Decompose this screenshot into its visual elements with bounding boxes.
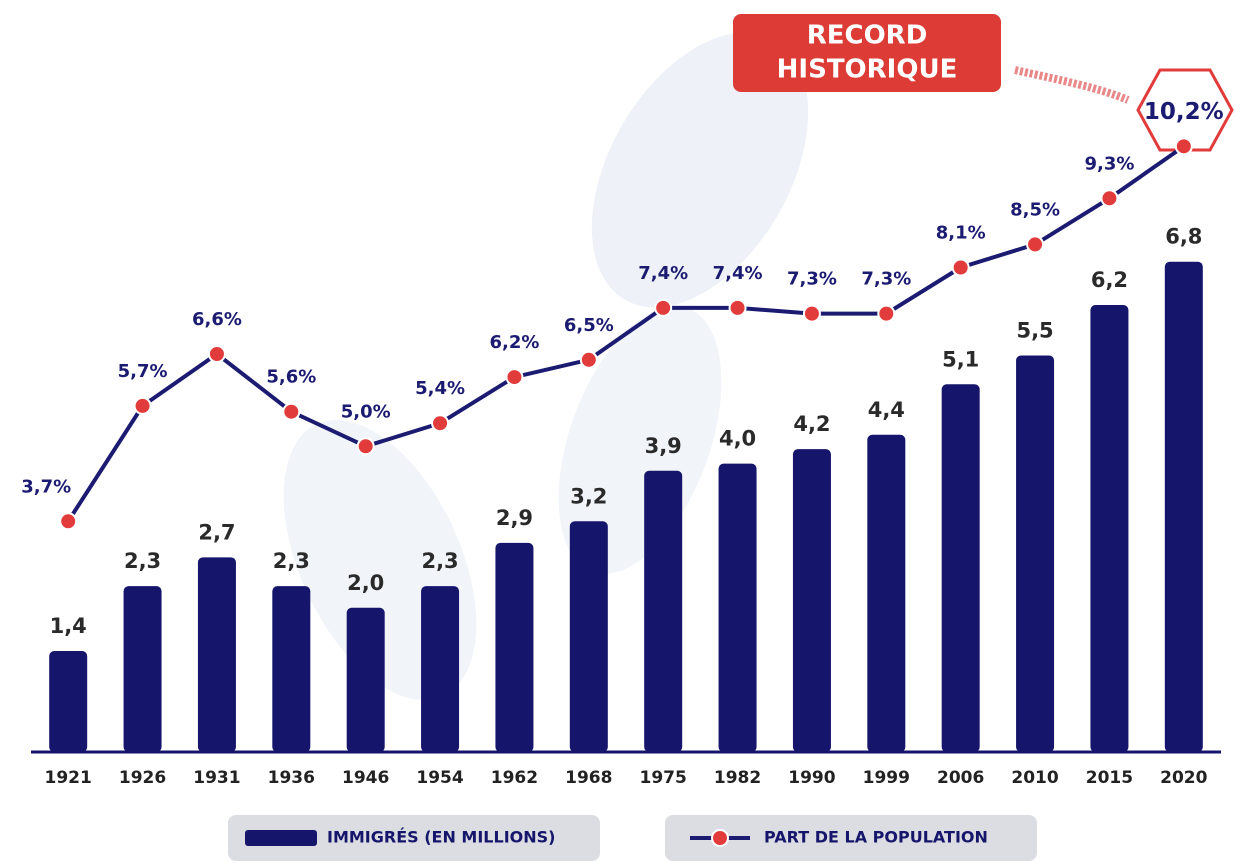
bar bbox=[1164, 261, 1203, 752]
legend-swatch bbox=[245, 830, 317, 846]
x-tick-label: 1968 bbox=[565, 768, 612, 788]
bar-value-label: 2,3 bbox=[124, 549, 161, 573]
bar bbox=[644, 470, 683, 752]
line-value-label: 5,7% bbox=[118, 361, 168, 382]
x-tick-label: 2015 bbox=[1086, 768, 1133, 788]
bar-value-label: 6,8 bbox=[1165, 225, 1202, 249]
line-value-label: 5,6% bbox=[266, 367, 316, 388]
line-value-label: 8,1% bbox=[936, 222, 986, 243]
bar-value-label: 2,0 bbox=[347, 571, 384, 595]
bar bbox=[421, 586, 460, 752]
bar-value-label: 5,1 bbox=[942, 347, 979, 371]
line-point bbox=[282, 402, 301, 421]
line-point bbox=[802, 304, 821, 323]
line-value-label: 6,5% bbox=[564, 315, 614, 336]
bar-value-label: 3,2 bbox=[570, 484, 607, 508]
line-point bbox=[877, 304, 896, 323]
line-point bbox=[356, 437, 375, 456]
bar-value-label: 2,3 bbox=[273, 549, 310, 573]
x-tick-label: 2006 bbox=[937, 768, 984, 788]
line-point bbox=[207, 345, 226, 364]
legend-swatch bbox=[711, 829, 729, 847]
line-point bbox=[654, 298, 673, 317]
line-value-label: 7,4% bbox=[713, 263, 763, 284]
legend-box bbox=[665, 815, 1037, 861]
bar bbox=[1090, 304, 1129, 752]
bar-value-label: 2,3 bbox=[421, 549, 458, 573]
line bbox=[66, 144, 1185, 523]
line-value-label: 6,2% bbox=[489, 332, 539, 353]
x-tick-label: 1962 bbox=[491, 768, 538, 788]
highlight-hexagon bbox=[1136, 68, 1234, 152]
bar bbox=[867, 434, 906, 752]
bar bbox=[792, 449, 831, 752]
line-point bbox=[728, 298, 747, 317]
bar-value-label: 4,4 bbox=[868, 398, 905, 422]
line-point bbox=[431, 414, 450, 433]
x-tick-label: 1990 bbox=[788, 768, 835, 788]
line-value-label: 7,3% bbox=[861, 269, 911, 290]
line-value-label: 10,2% bbox=[1144, 99, 1224, 125]
x-tick-label: 1926 bbox=[119, 768, 166, 788]
bar bbox=[495, 542, 534, 752]
bar-value-label: 4,0 bbox=[719, 427, 756, 451]
x-tick-label: 1975 bbox=[640, 768, 687, 788]
bar-value-label: 4,2 bbox=[793, 412, 830, 436]
bar bbox=[941, 384, 980, 752]
legend-label: PART DE LA POPULATION bbox=[764, 828, 988, 847]
x-tick-label: 1982 bbox=[714, 768, 761, 788]
x-tick-label: 1999 bbox=[863, 768, 910, 788]
annotation: HISTORIQUE bbox=[777, 55, 958, 85]
annotation-stroke bbox=[1014, 66, 1130, 104]
bar-value-label: 3,9 bbox=[645, 434, 682, 458]
line-point bbox=[505, 368, 524, 387]
bar-value-label: 5,5 bbox=[1016, 318, 1053, 342]
bar-value-label: 1,4 bbox=[50, 614, 87, 638]
bar-value-label: 2,9 bbox=[496, 506, 533, 530]
bar bbox=[569, 521, 608, 752]
x-tick-label: 1936 bbox=[268, 768, 315, 788]
line-point bbox=[1100, 189, 1119, 208]
x-tick-label: 1946 bbox=[342, 768, 389, 788]
bar bbox=[346, 607, 385, 752]
line-value-label: 7,3% bbox=[787, 269, 837, 290]
line-point bbox=[951, 258, 970, 277]
line-point bbox=[1026, 235, 1045, 254]
line-value-label: 7,4% bbox=[638, 263, 688, 284]
bar bbox=[272, 586, 311, 752]
legend-box bbox=[228, 815, 600, 861]
line-value-label: 3,7% bbox=[21, 476, 71, 497]
annotation-box bbox=[733, 14, 1001, 92]
bar bbox=[197, 557, 236, 752]
annotation: RECORD bbox=[807, 21, 928, 51]
x-tick-label: 1954 bbox=[416, 768, 463, 788]
legend-label: IMMIGRÉS (EN MILLIONS) bbox=[327, 828, 555, 847]
bar bbox=[123, 586, 162, 752]
line-point bbox=[579, 350, 598, 369]
background-leaf bbox=[591, 32, 809, 308]
bar-value-label: 2,7 bbox=[198, 520, 235, 544]
line-value-label: 6,6% bbox=[192, 309, 242, 330]
x-tick-label: 2010 bbox=[1011, 768, 1058, 788]
line-point bbox=[59, 512, 78, 531]
bar bbox=[49, 651, 88, 752]
line-point bbox=[133, 396, 152, 415]
x-tick-label: 2020 bbox=[1160, 768, 1207, 788]
x-tick-label: 1921 bbox=[45, 768, 92, 788]
line-value-label: 9,3% bbox=[1084, 153, 1134, 174]
bar bbox=[1016, 355, 1055, 752]
line-value-label: 8,5% bbox=[1010, 199, 1060, 220]
bar bbox=[718, 463, 757, 752]
line-value-label: 5,4% bbox=[415, 378, 465, 399]
bar-value-label: 6,2 bbox=[1091, 268, 1128, 292]
line-point bbox=[1174, 137, 1193, 156]
x-tick-label: 1931 bbox=[193, 768, 240, 788]
line-value-label: 5,0% bbox=[341, 401, 391, 422]
